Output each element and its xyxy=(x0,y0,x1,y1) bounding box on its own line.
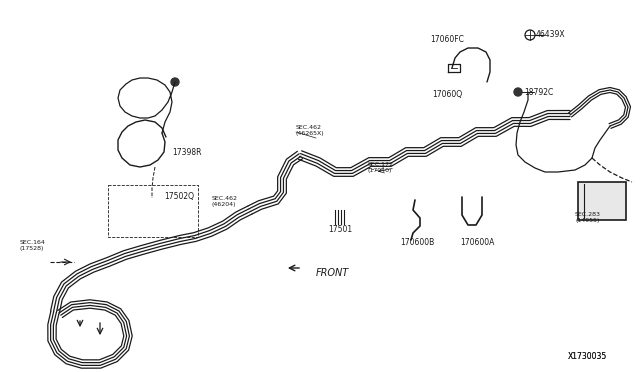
Text: 17060FC: 17060FC xyxy=(430,35,464,44)
Text: FRONT: FRONT xyxy=(316,268,349,278)
Text: 170600A: 170600A xyxy=(460,238,494,247)
Text: 18792C: 18792C xyxy=(524,88,553,97)
Circle shape xyxy=(514,88,522,96)
Text: 17501: 17501 xyxy=(328,225,352,234)
Text: 170600B: 170600B xyxy=(400,238,435,247)
Text: 17398R: 17398R xyxy=(172,148,202,157)
Text: SEC.462
(46265X): SEC.462 (46265X) xyxy=(296,125,324,136)
Text: X1730035: X1730035 xyxy=(568,352,607,361)
Circle shape xyxy=(171,78,179,86)
FancyBboxPatch shape xyxy=(578,182,626,220)
Text: SEC.172
(17040): SEC.172 (17040) xyxy=(368,162,394,173)
Text: 46439X: 46439X xyxy=(536,30,566,39)
Text: 17060Q: 17060Q xyxy=(432,90,462,99)
Text: SEC.164
(17528): SEC.164 (17528) xyxy=(20,240,46,251)
Text: SEC.462
(46204): SEC.462 (46204) xyxy=(212,196,238,207)
Text: 17502Q: 17502Q xyxy=(164,192,194,201)
Text: X1730035: X1730035 xyxy=(568,352,607,361)
Text: SEC.283
(14955): SEC.283 (14955) xyxy=(575,212,601,223)
